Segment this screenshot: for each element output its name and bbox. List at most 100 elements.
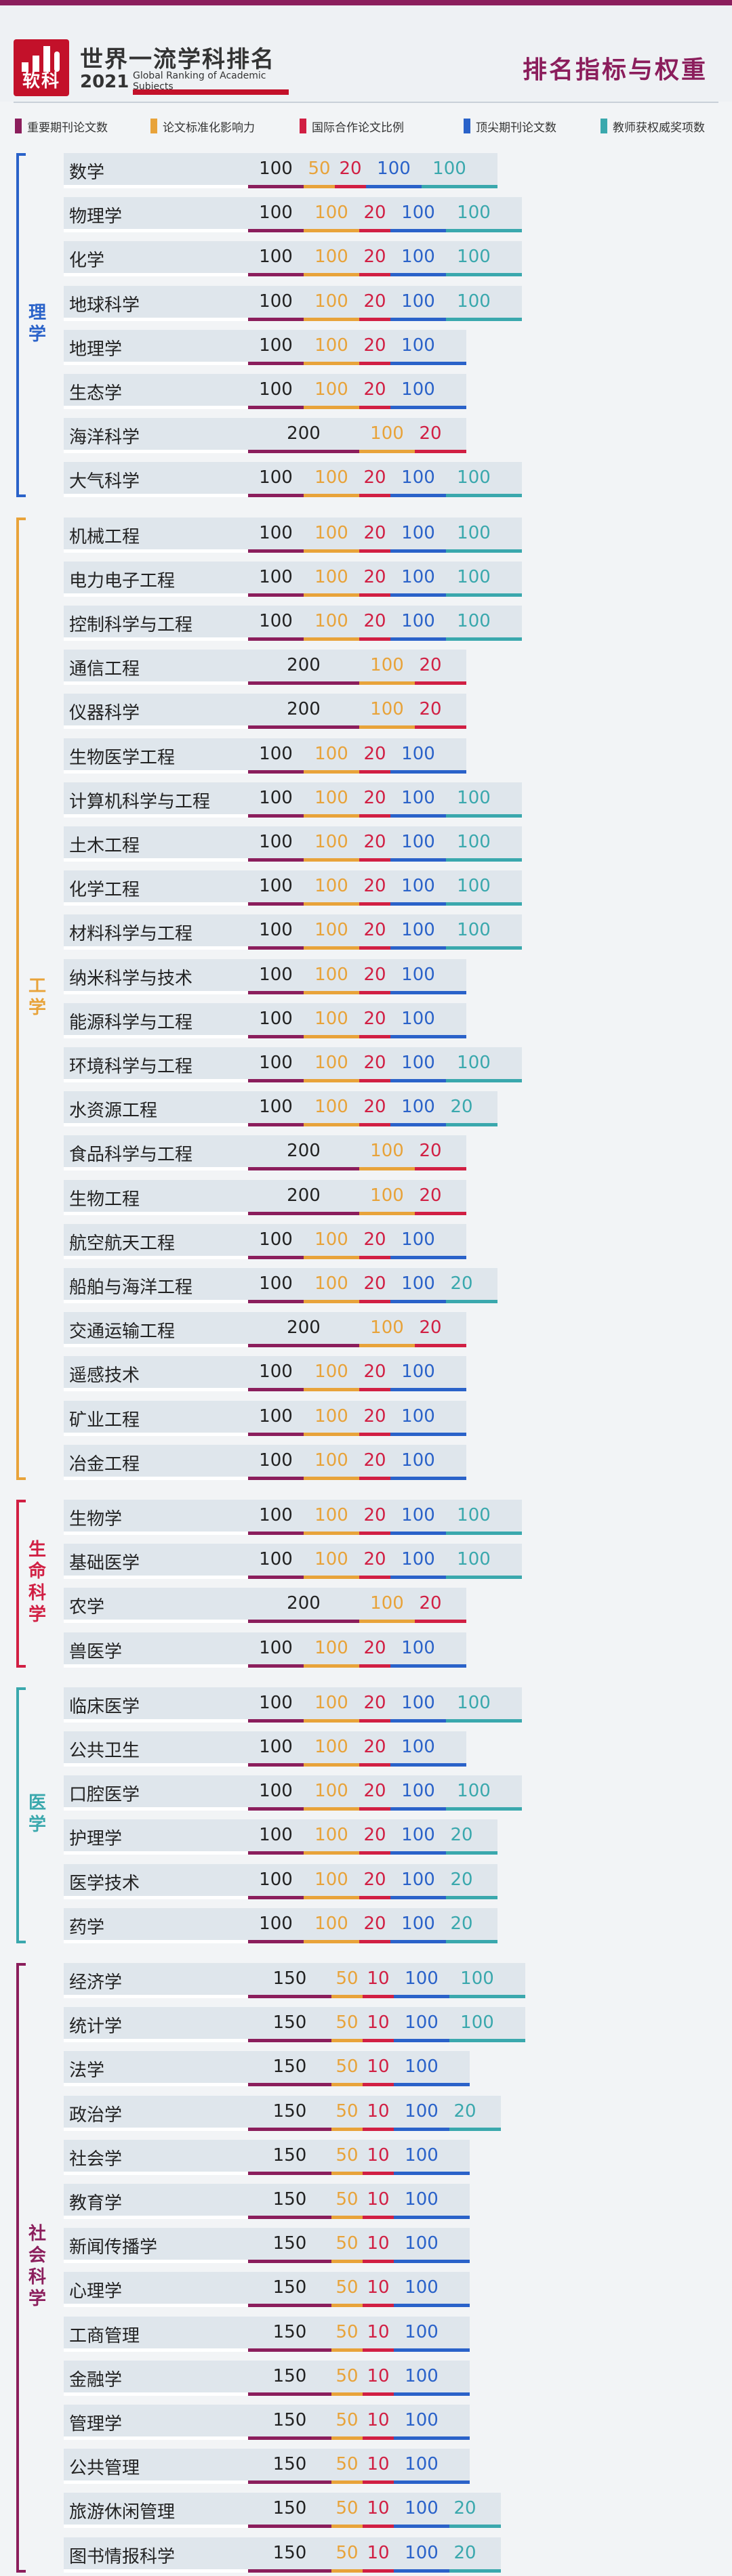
weight-underline [304,185,335,188]
weight-value: 50 [308,159,331,179]
weight-value: 100 [401,1097,435,1118]
row-name-underline [64,1763,248,1767]
weight-underline [449,2525,501,2529]
table-row: 地理学 100 100 20 100 [64,327,466,365]
weight-segment-pub: 150 [248,2535,331,2573]
row-background [64,285,522,321]
weight-underline [359,1718,390,1723]
weight-segment-award: 100 [446,603,522,641]
weight-value: 100 [314,1008,348,1029]
weight-value: 20 [363,1505,386,1525]
weight-segment-ic: 20 [359,603,390,641]
weight-underline [248,1432,304,1436]
weight-segment-award: 100 [446,515,522,553]
weight-segment-cnci: 100 [359,1133,415,1171]
weight-value: 150 [272,2056,307,2077]
weight-segment-top: 100 [394,2137,470,2175]
weight-underline [359,858,390,862]
weight-value: 100 [259,920,293,941]
weight-underline [248,1851,304,1855]
row-name-underline [64,1476,248,1480]
weight-underline [304,593,359,597]
row-background [64,782,522,818]
weight-value: 20 [363,1008,386,1029]
weight-value: 100 [314,1737,348,1757]
weight-value: 20 [363,1913,386,1934]
weight-segment-award: 100 [446,194,522,233]
row-background [64,241,522,277]
weight-underline [248,2525,331,2529]
weight-segment-top: 100 [390,1000,466,1038]
weight-segment-award: 20 [446,1265,497,1303]
weight-segment-cnci: 100 [359,691,415,730]
weight-value: 10 [367,2277,390,2298]
weight-value: 100 [314,203,348,224]
weight-underline [446,858,522,862]
weight-segment-top: 100 [390,1630,466,1668]
weight-value: 100 [405,2100,439,2121]
weight-underline [304,273,359,277]
weight-segment-ic: 10 [363,2402,394,2440]
row-background [64,1268,497,1303]
row-background [64,650,466,685]
weight-value: 20 [363,1781,386,1802]
weight-value: 100 [457,1053,491,1073]
weight-value: 20 [453,2100,476,2121]
weight-underline [304,406,359,409]
weight-value: 100 [259,247,293,268]
row-background [64,1223,466,1259]
row-name-underline [64,1807,248,1811]
weight-underline [363,2260,394,2264]
weight-underline [359,549,390,553]
table-row: 土木工程 100 100 20 100 100 [64,824,522,862]
weight-segment-award: 20 [446,1817,497,1855]
weight-underline [248,637,304,641]
table-row: 化学 100 100 20 100 100 [64,238,522,277]
weight-value: 100 [401,1825,435,1846]
weight-value: 100 [405,1968,439,1989]
weight-underline [446,902,522,906]
weight-underline [304,946,359,950]
table-row: 口腔医学 100 100 20 100 100 [64,1773,522,1811]
weight-value: 100 [457,1505,491,1525]
row-name-underline [64,1532,248,1535]
weight-value: 100 [401,335,435,356]
table-row: 食品科学与工程 200 100 20 [64,1133,466,1171]
weight-underline [248,1476,304,1480]
subject-name: 护理学 [69,1829,123,1850]
weight-underline [304,549,359,553]
weight-value: 100 [259,1053,293,1073]
weight-segment-cnci: 50 [331,2004,363,2043]
row-background [64,1135,466,1171]
weight-value: 100 [457,1692,491,1713]
weight-underline [449,2039,525,2043]
weight-value: 100 [401,467,435,488]
weight-segment-pub: 100 [248,956,304,994]
row-name-underline [64,1895,248,1899]
weight-value: 50 [336,2233,359,2254]
weight-value: 100 [401,1692,435,1713]
weight-underline [248,2569,331,2573]
row-name-underline [64,273,248,277]
subject-name: 社会学 [69,2149,123,2170]
weight-underline [248,494,304,498]
row-background [64,2316,470,2352]
weight-segment-cnci: 50 [331,2181,363,2219]
weight-segment-pub: 200 [248,1309,359,1348]
weight-value: 20 [450,1869,473,1890]
row-background [64,1687,522,1723]
weight-underline [248,1664,304,1668]
weight-segment-ic: 20 [359,1442,390,1480]
weight-value: 100 [401,1053,435,1073]
weight-value: 100 [314,1097,348,1118]
weight-underline [359,494,390,498]
weight-value: 100 [314,335,348,356]
subject-name: 政治学 [69,2105,123,2126]
weight-underline [394,2216,470,2219]
weight-segment-ic: 10 [363,2181,394,2219]
weight-underline [359,593,390,597]
weight-value: 20 [363,1692,386,1713]
subject-name: 统计学 [69,2017,123,2037]
table-row: 医学技术 100 100 20 100 20 [64,1861,497,1899]
weight-underline [248,2127,331,2131]
